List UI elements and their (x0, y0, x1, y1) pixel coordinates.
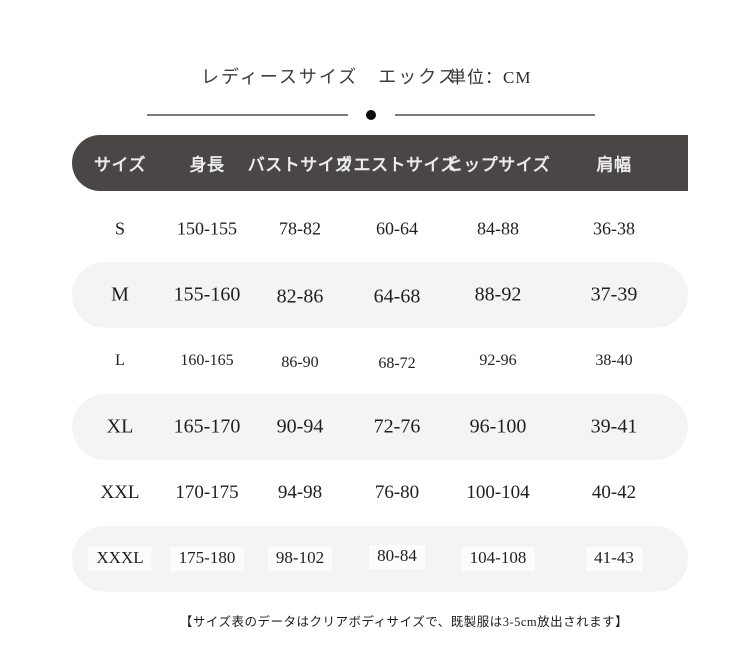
divider-dot (366, 110, 376, 120)
cell-size: XXXL (88, 547, 152, 571)
cell-height: 165-170 (173, 415, 241, 438)
cell-bust: 82-86 (276, 285, 324, 308)
cell-bust: 98-102 (267, 547, 333, 571)
cell-bust: 90-94 (276, 415, 324, 438)
cell-size: S (114, 218, 126, 239)
cell-height: 170-175 (175, 482, 239, 503)
cell-hip: 100-104 (466, 482, 530, 503)
cell-size: XXL (100, 482, 140, 503)
cell-shoulder: 37-39 (590, 283, 638, 306)
cell-hip: 84-88 (477, 218, 519, 239)
cell-shoulder: 38-40 (595, 352, 633, 369)
cell-shoulder: 41-43 (586, 547, 642, 571)
cell-height: 150-155 (177, 218, 237, 239)
cell-shoulder: 39-41 (590, 415, 638, 438)
cell-waist: 72-76 (373, 415, 421, 438)
cell-height: 155-160 (173, 283, 241, 306)
cell-bust: 86-90 (281, 354, 319, 371)
cell-shoulder: 40-42 (591, 482, 637, 503)
unit-label: 単位：CM (449, 68, 532, 87)
cell-height: 175-180 (170, 547, 244, 571)
cell-hip: 96-100 (469, 415, 527, 438)
cell-waist: 60-64 (376, 218, 418, 239)
cell-waist: 76-80 (374, 482, 420, 503)
cell-size: L (115, 352, 125, 369)
column-header-height: 身長 (189, 155, 225, 175)
table-row: XXL 170-175 94-98 76-80 100-104 40-42 (72, 460, 688, 526)
table-header-bar: サイズ 身長 バストサイズ ウエストサイズ ヒップサイズ 肩幅 (72, 135, 688, 191)
cell-waist: 80-84 (369, 545, 425, 569)
cell-size: XL (106, 415, 134, 438)
column-header-shoulder: 肩幅 (596, 155, 632, 175)
divider-line-right (395, 114, 595, 116)
table-row: L 160-165 86-90 68-72 92-96 38-40 (72, 328, 688, 394)
table-row: XL 165-170 90-94 72-76 96-100 39-41 (72, 394, 688, 460)
footer-note: 【サイズ表のデータはクリアボディサイズで、既製服は3-5cm放出されます】 (179, 615, 629, 629)
cell-bust: 78-82 (279, 218, 321, 239)
cell-hip: 88-92 (474, 283, 522, 306)
column-header-hip: ヒップサイズ (445, 155, 551, 175)
table-row: M 155-160 82-86 64-68 88-92 37-39 (72, 262, 688, 328)
table-row: S 150-155 78-82 60-64 84-88 36-38 (72, 196, 688, 262)
divider-line-left (147, 114, 348, 116)
cell-shoulder: 36-38 (593, 218, 635, 239)
cell-size: M (111, 283, 129, 306)
cell-waist: 68-72 (378, 355, 416, 372)
table-body: S 150-155 78-82 60-64 84-88 36-38 M 155-… (72, 196, 688, 592)
cell-height: 160-165 (180, 352, 234, 369)
cell-bust: 94-98 (277, 482, 323, 503)
column-header-bust: バストサイズ (247, 155, 353, 175)
column-header-size: サイズ (94, 155, 146, 175)
page-title: レディースサイズ エックス (201, 67, 458, 87)
column-header-waist: ウエストサイズ (336, 155, 458, 175)
cell-waist: 64-68 (373, 285, 421, 308)
cell-hip: 104-108 (461, 547, 535, 571)
cell-hip: 92-96 (479, 352, 517, 369)
table-row: XXXL 175-180 98-102 80-84 104-108 41-43 (72, 526, 688, 592)
